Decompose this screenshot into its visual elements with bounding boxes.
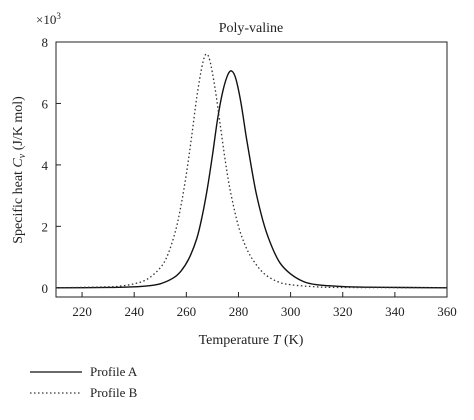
legend-label-profile-b: Profile B (90, 385, 138, 400)
x-tick-label: 280 (229, 304, 249, 319)
x-axis-ticks: 220 240 260 280 300 320 340 360 (72, 292, 457, 319)
x-tick-label: 360 (437, 304, 457, 319)
series-line-profile-a (55, 70, 448, 289)
plot-frame (55, 41, 448, 298)
y-tick-label: 6 (42, 96, 49, 111)
x-axis-label: Temperature T (K) (199, 333, 304, 348)
y-tick-label: 4 (42, 158, 49, 173)
y-tick-label: 2 (42, 219, 49, 234)
x-tick-label: 340 (385, 304, 405, 319)
legend: Profile A Profile B (30, 364, 138, 400)
y-axis-label: Specific heat Cv (J/K mol) (11, 96, 28, 244)
y-axis-ticks: 0 2 4 6 8 (42, 35, 61, 296)
x-tick-label: 240 (124, 304, 144, 319)
x-tick-label: 220 (72, 304, 92, 319)
y-axis-multiplier: ×103 (36, 11, 61, 27)
legend-label-profile-a: Profile A (90, 364, 138, 379)
y-axis-multiplier-exponent: 3 (56, 11, 61, 21)
x-tick-label: 260 (177, 304, 197, 319)
series-layer (55, 53, 448, 289)
x-tick-label: 320 (333, 304, 353, 319)
y-tick-label: 8 (42, 35, 49, 50)
series-line-profile-b (55, 53, 448, 289)
chart-title: Poly-valine (219, 21, 284, 36)
x-tick-label: 300 (281, 304, 301, 319)
y-tick-label: 0 (42, 281, 49, 296)
